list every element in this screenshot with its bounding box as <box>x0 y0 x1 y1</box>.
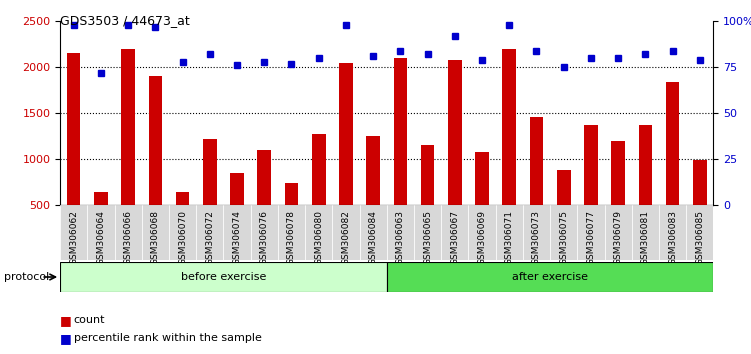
Text: before exercise: before exercise <box>181 272 266 282</box>
Text: GSM306067: GSM306067 <box>451 210 460 265</box>
Bar <box>87 205 114 260</box>
Text: GSM306080: GSM306080 <box>314 210 323 265</box>
Text: GSM306082: GSM306082 <box>342 210 351 264</box>
Text: GSM306069: GSM306069 <box>478 210 487 265</box>
Bar <box>312 135 325 205</box>
Bar <box>251 205 278 260</box>
Text: GSM306078: GSM306078 <box>287 210 296 265</box>
Text: GSM306065: GSM306065 <box>423 210 432 265</box>
Bar <box>305 205 332 260</box>
Bar <box>441 205 469 260</box>
Bar <box>659 205 686 260</box>
Text: count: count <box>74 315 105 325</box>
Bar <box>60 262 387 292</box>
Bar <box>557 170 571 205</box>
Bar <box>196 205 224 260</box>
Bar <box>421 145 434 205</box>
Bar <box>496 205 523 260</box>
Bar <box>448 60 462 205</box>
Bar <box>469 205 496 260</box>
Bar <box>605 205 632 260</box>
Bar <box>584 125 598 205</box>
Text: GSM306083: GSM306083 <box>668 210 677 265</box>
Bar <box>686 205 713 260</box>
Bar <box>502 49 516 205</box>
Text: GSM306079: GSM306079 <box>614 210 623 265</box>
Bar <box>387 262 713 292</box>
Bar <box>529 117 543 205</box>
Text: GSM306073: GSM306073 <box>532 210 541 265</box>
Bar <box>332 205 360 260</box>
Text: GSM306081: GSM306081 <box>641 210 650 265</box>
Bar <box>60 205 87 260</box>
Bar <box>693 160 707 205</box>
Text: percentile rank within the sample: percentile rank within the sample <box>74 333 261 343</box>
Bar <box>387 205 414 260</box>
Bar <box>611 141 625 205</box>
Text: GSM306070: GSM306070 <box>178 210 187 265</box>
Bar <box>339 63 353 205</box>
Text: GSM306076: GSM306076 <box>260 210 269 265</box>
Bar <box>122 49 135 205</box>
Text: protocol: protocol <box>4 272 49 282</box>
Bar <box>394 58 407 205</box>
Bar <box>231 173 244 205</box>
Text: GSM306077: GSM306077 <box>587 210 596 265</box>
Text: GSM306062: GSM306062 <box>69 210 78 264</box>
Text: ■: ■ <box>60 332 72 344</box>
Text: GSM306066: GSM306066 <box>124 210 133 265</box>
Text: GSM306074: GSM306074 <box>233 210 242 264</box>
Bar <box>149 76 162 205</box>
Bar <box>224 205 251 260</box>
Bar <box>94 192 107 205</box>
Text: GSM306075: GSM306075 <box>559 210 569 265</box>
Text: GSM306063: GSM306063 <box>396 210 405 265</box>
Bar <box>366 136 380 205</box>
Bar <box>638 125 652 205</box>
Bar <box>475 152 489 205</box>
Bar <box>258 150 271 205</box>
Bar <box>278 205 305 260</box>
Bar <box>176 192 189 205</box>
Bar <box>550 205 578 260</box>
Text: GSM306072: GSM306072 <box>205 210 214 264</box>
Text: ■: ■ <box>60 314 72 327</box>
Text: GDS3503 / 44673_at: GDS3503 / 44673_at <box>60 14 190 27</box>
Bar <box>632 205 659 260</box>
Bar <box>142 205 169 260</box>
Bar <box>169 205 196 260</box>
Bar <box>285 183 298 205</box>
Bar <box>414 205 441 260</box>
Bar <box>666 82 680 205</box>
Text: GSM306071: GSM306071 <box>505 210 514 265</box>
Text: GSM306085: GSM306085 <box>695 210 704 265</box>
Text: GSM306064: GSM306064 <box>96 210 105 264</box>
Bar <box>578 205 605 260</box>
Bar <box>203 139 216 205</box>
Text: GSM306068: GSM306068 <box>151 210 160 265</box>
Bar <box>114 205 142 260</box>
Bar <box>523 205 550 260</box>
Bar <box>67 53 80 205</box>
Text: GSM306084: GSM306084 <box>369 210 378 264</box>
Bar <box>360 205 387 260</box>
Text: after exercise: after exercise <box>512 272 588 282</box>
